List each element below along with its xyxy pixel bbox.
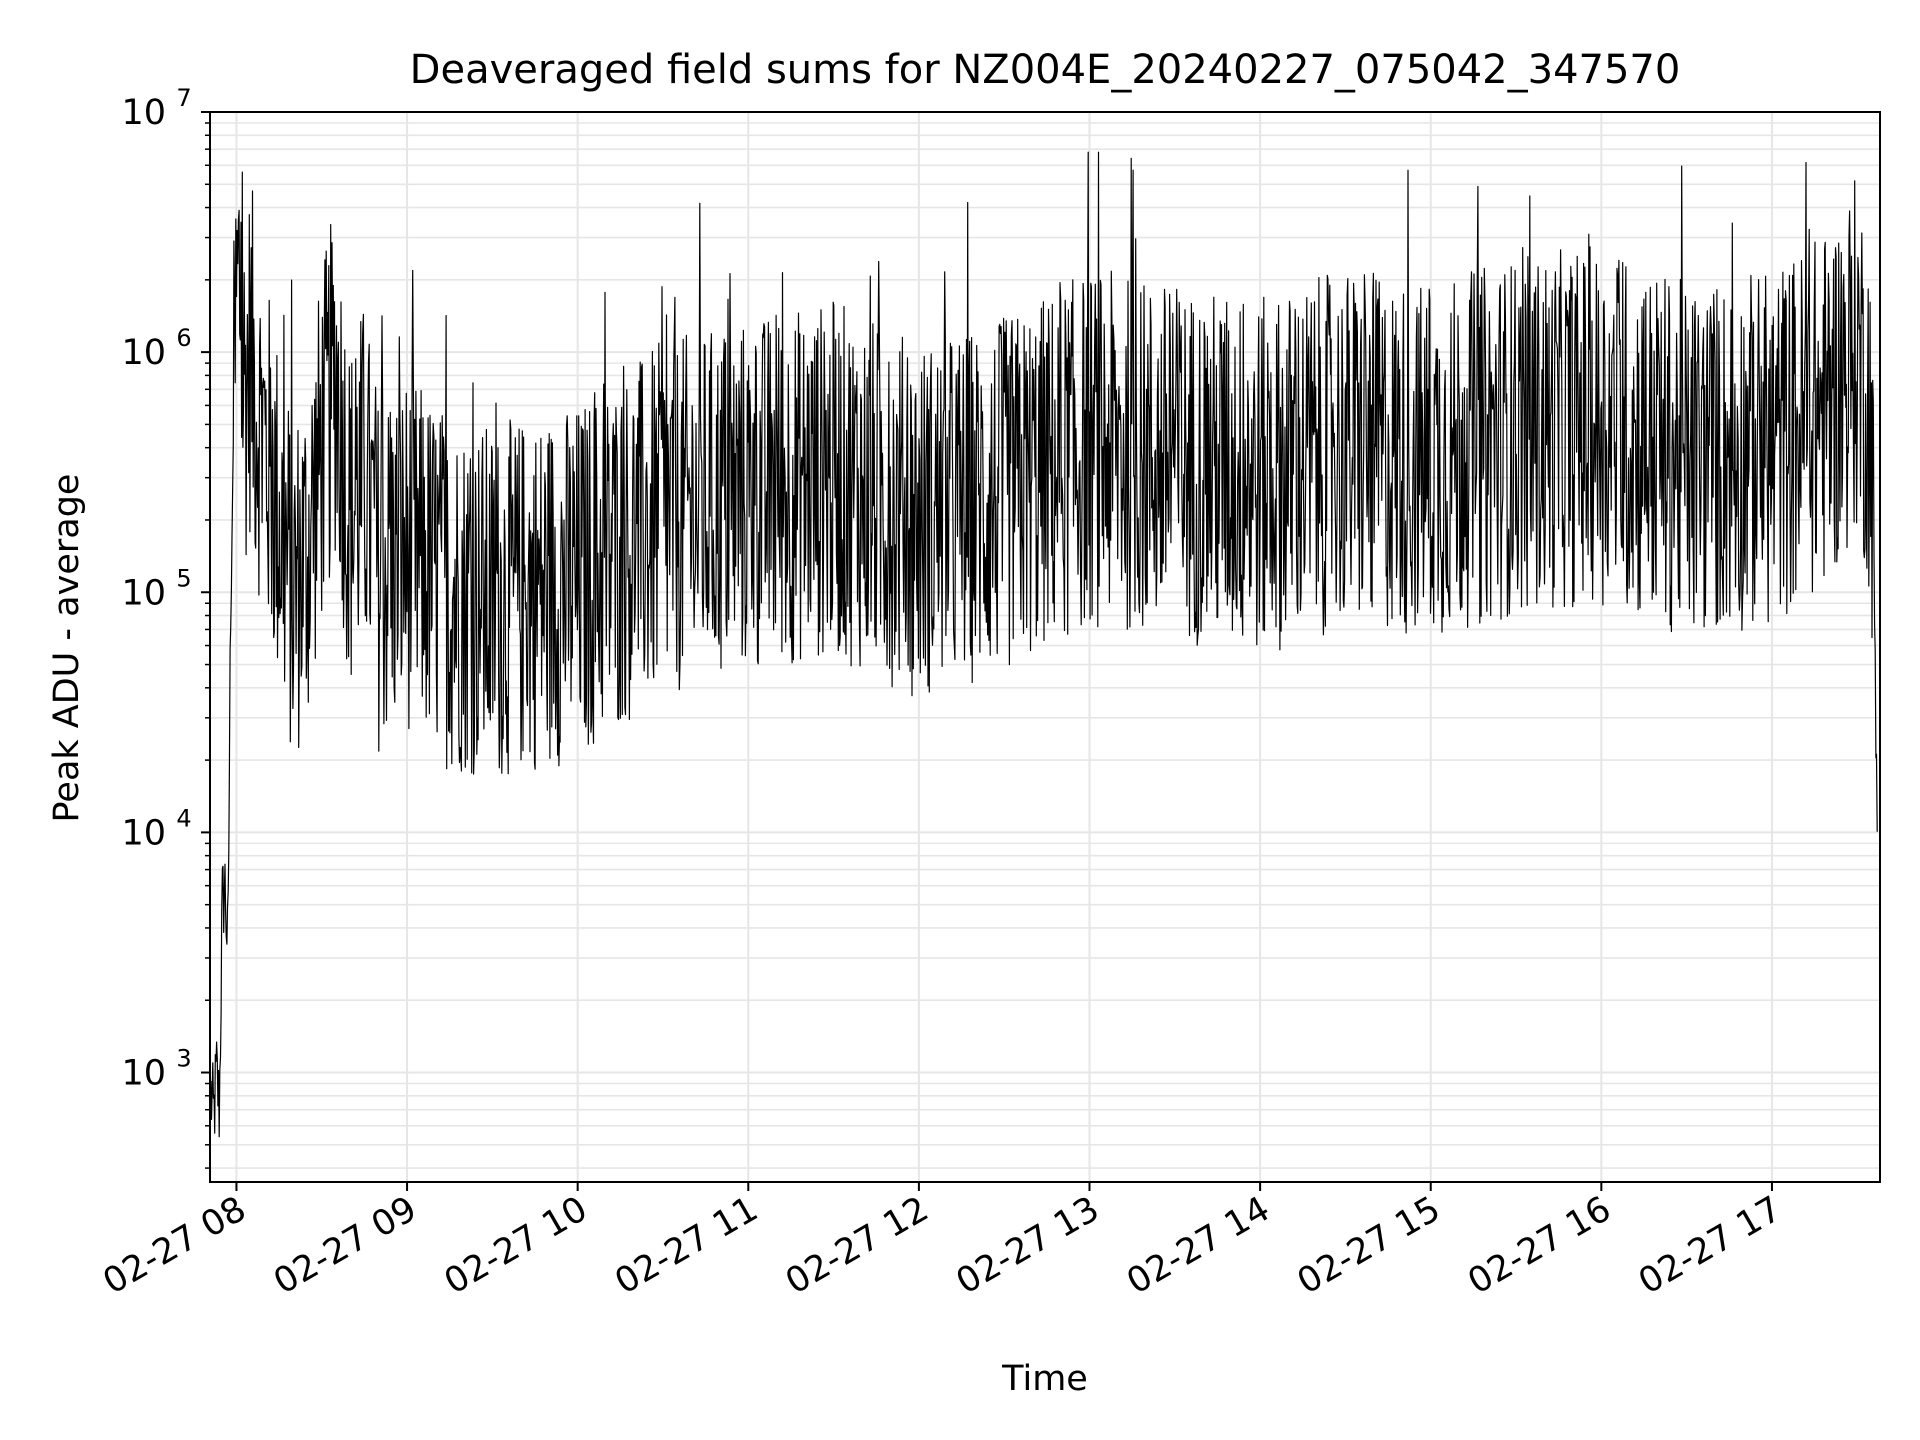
y-tick-label: 10 [121, 333, 166, 373]
x-tick-label: 02-27 12 [779, 1189, 935, 1302]
y-axis-label: Peak ADU - average [47, 474, 87, 823]
x-tick-label: 02-27 13 [950, 1189, 1106, 1302]
y-tick-label: 10 [121, 573, 166, 613]
y-tick-exponent: 6 [176, 324, 191, 352]
y-tick-label: 10 [121, 1054, 166, 1094]
series-line [210, 151, 1878, 1138]
x-axis-label: Time [1001, 1359, 1088, 1399]
x-tick-label: 02-27 15 [1291, 1189, 1447, 1302]
y-tick-exponent: 7 [176, 84, 191, 112]
x-tick-label: 02-27 08 [97, 1189, 253, 1302]
y-tick-label: 10 [121, 813, 166, 853]
x-tick-label: 02-27 10 [438, 1189, 594, 1302]
x-tick-label: 02-27 11 [608, 1189, 764, 1302]
y-tick-exponent: 5 [176, 564, 191, 592]
x-tick-label: 02-27 09 [267, 1189, 423, 1302]
plot-area [210, 151, 1878, 1138]
y-tick-exponent: 3 [176, 1045, 191, 1073]
plot-frame [209, 111, 1881, 1183]
grid [210, 111, 1880, 1182]
chart-title: Deaveraged field sums for NZ004E_2024022… [410, 47, 1681, 93]
x-tick-label: 02-27 17 [1632, 1189, 1788, 1302]
y-tick-exponent: 4 [176, 804, 191, 832]
x-tick-label: 02-27 14 [1120, 1189, 1276, 1302]
y-tick-label: 10 [121, 93, 166, 133]
x-tick-label: 02-27 16 [1462, 1189, 1618, 1302]
